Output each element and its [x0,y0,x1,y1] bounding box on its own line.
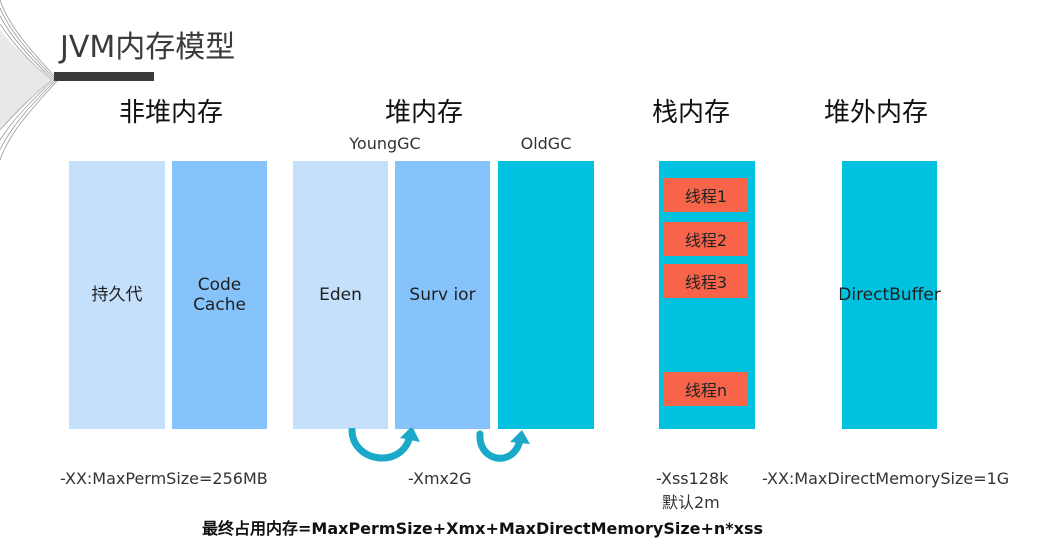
total-memory-formula: 最终占用内存=MaxPermSize+Xmx+MaxDirectMemorySi… [202,519,764,538]
code-cache-block: Code Cache [172,161,267,429]
thread-n: 线程n [664,372,748,406]
thread-3: 线程3 [664,264,748,298]
off-heap-header: 堆外内存 [823,98,928,128]
perm-gen-label: 持久代 [91,285,143,305]
direct-buffer-label: DirectBuffer [838,285,941,305]
old-gen-block [498,161,594,429]
heap-size-param: -Xmx2G [408,469,472,488]
stack-default-param: 默认2m [662,493,720,512]
direct-memory-param: -XX:MaxDirectMemorySize=1G [762,469,1010,488]
perm-size-param: -XX:MaxPermSize=256MB [60,469,268,488]
code-cache-label-line1: Code [197,275,242,295]
young-gc-label: YoungGC [349,134,421,153]
eden-block: Eden [293,161,388,429]
stack-size-param: -Xss128k [656,469,729,488]
slide-title: JVM内存模型 [60,30,236,65]
title-underline-bar [54,72,154,81]
old-gc-arrow-icon [476,430,530,462]
heap-header: 堆内存 [384,98,463,128]
stack-header: 栈内存 [651,98,730,128]
corner-swirl-decoration [0,0,59,160]
thread-2: 线程2 [664,222,748,256]
direct-buffer-block: DirectBuffer [838,161,941,429]
survivor-label: Surv ior [409,285,476,305]
code-cache-label-line2: Cache [193,295,246,315]
young-gc-arrow-icon [348,428,420,462]
eden-label: Eden [319,285,362,305]
perm-gen-block: 持久代 [69,161,165,429]
non-heap-header: 非堆内存 [118,98,223,128]
old-gc-label: OldGC [520,134,572,153]
survivor-block: Surv ior [395,161,490,429]
thread-1: 线程1 [664,178,748,212]
